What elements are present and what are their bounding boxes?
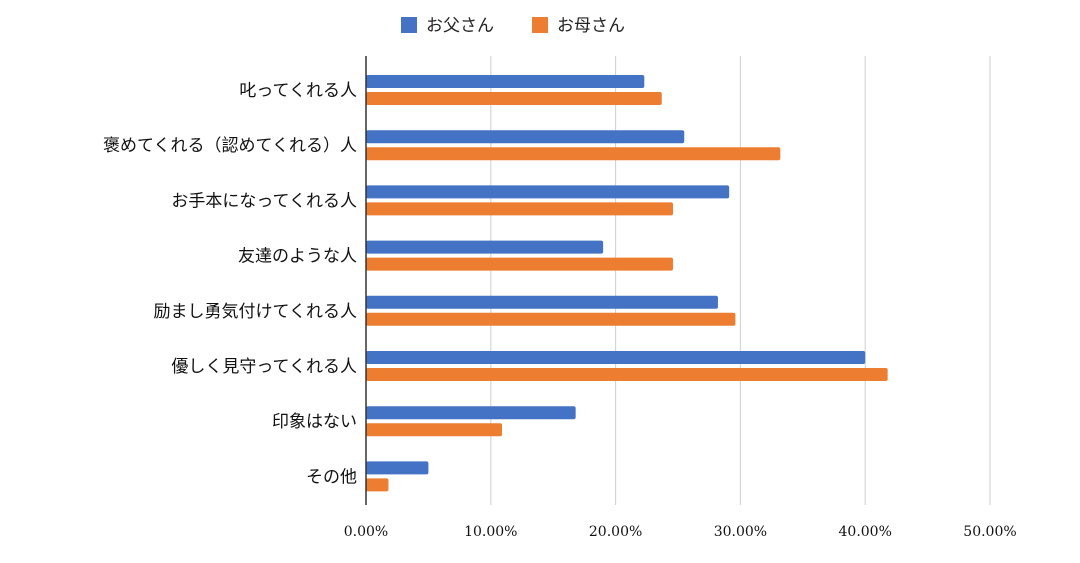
x-tick-label: 20.00% [589,524,642,540]
category-label: 印象はない [272,412,357,432]
category-label: 叱ってくれる人 [239,81,357,101]
bar-father-2 [366,130,685,144]
bar-mother-1 [366,92,662,105]
category-label: 褒めてくれる（認めてくれる）人 [103,136,357,156]
category-label: 友達のような人 [238,247,357,267]
x-tick-label: 50.00% [963,524,1016,540]
bar-mother-2 [366,147,781,161]
x-tick-label: 0.00% [344,524,388,540]
legend-label-father: お父さん [426,16,494,36]
gridlines [490,56,991,505]
bar-father-1 [366,75,645,88]
bar-father-8 [366,461,429,475]
bar-father-3 [366,185,730,199]
legend-swatch-mother [532,17,548,33]
category-label: お手本になってくれる人 [171,191,357,211]
bar-mother-6 [366,368,888,381]
bar-father-7 [366,406,576,420]
x-tick-labels: 0.00% 10.00% 20.00% 30.00% 40.00% 50.00% [344,524,1017,540]
bar-mother-3 [366,202,674,216]
legend: お父さん お母さん [401,16,625,36]
category-labels: 叱ってくれる人褒めてくれる（認めてくれる）人お手本になってくれる人友達のような人… [103,81,357,487]
bar-father-4 [366,240,604,254]
bar-mother-8 [366,478,389,492]
bars [366,75,888,492]
category-label: その他 [306,467,357,487]
category-label: 励まし勇気付けてくれる人 [154,302,358,322]
x-tick-label: 40.00% [839,524,892,540]
bar-mother-4 [366,257,674,271]
x-tick-label: 10.00% [464,524,517,540]
bar-mother-7 [366,423,503,437]
category-label: 優しく見守ってくれる人 [171,357,357,377]
bar-mother-5 [366,312,736,326]
x-tick-label: 30.00% [714,524,767,540]
bar-father-5 [366,295,718,309]
legend-label-mother: お母さん [557,16,625,36]
legend-swatch-father [401,17,417,33]
bar-father-6 [366,351,866,364]
